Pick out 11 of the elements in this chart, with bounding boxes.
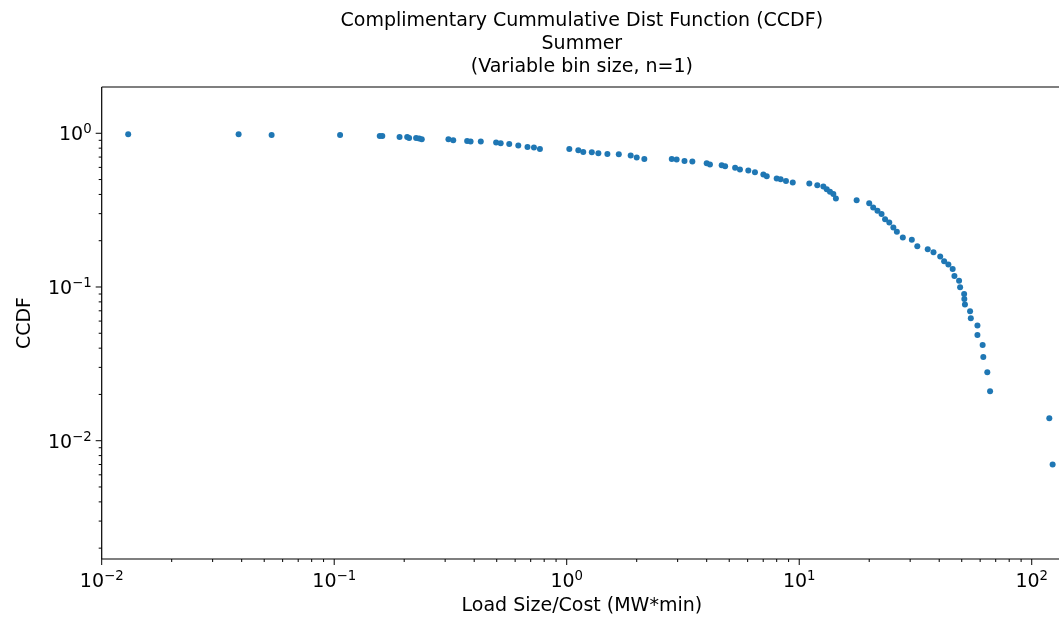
y-axis-title: CCDF bbox=[12, 296, 34, 350]
x-tick-label: 10$^{−2}$ bbox=[79, 567, 124, 591]
x-tick-label: 10$^{0}$ bbox=[550, 567, 584, 591]
x-tick-label: 10$^{1}$ bbox=[782, 567, 816, 591]
y-tick-label: 10$^{−2}$ bbox=[47, 428, 92, 452]
x-axis-title: Load Size/Cost (MW*min) bbox=[461, 593, 703, 615]
chart-title: Complimentary Cummulative Dist Function (CCDF) Summer (Variable bin size, n=1) bbox=[340, 8, 824, 76]
x-tick-label: 10$^{2}$ bbox=[1015, 567, 1049, 591]
y-tick-label: 10$^{0}$ bbox=[59, 120, 92, 145]
y-tick-label: 10$^{−1}$ bbox=[47, 274, 92, 298]
x-tick-label: 10$^{−1}$ bbox=[312, 567, 357, 591]
